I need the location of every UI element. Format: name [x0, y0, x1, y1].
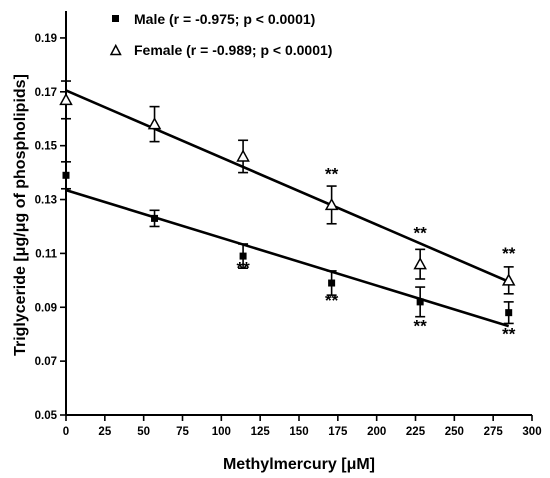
- y-axis-title: Triglyceride [μg/μg of phospholipids]: [12, 74, 29, 356]
- significance-marker: **: [325, 164, 339, 183]
- x-tick-label: 175: [328, 426, 348, 438]
- legend: Male (r = -0.975; p < 0.0001) Female (r …: [109, 11, 332, 58]
- x-tick-label: 275: [484, 426, 504, 438]
- data-point-male: [239, 252, 247, 260]
- significance-annotations: ** ** ** ** ** ** **: [236, 164, 515, 343]
- x-axis-title: Methylmercury [μM]: [223, 456, 375, 473]
- x-tick-label: 300: [522, 426, 541, 438]
- data-point-male: [62, 171, 70, 179]
- x-tick-label: 125: [251, 426, 271, 438]
- significance-marker: **: [414, 224, 428, 243]
- legend-marker-male: [112, 15, 119, 22]
- legend-item-male: Male (r = -0.975; p < 0.0001): [112, 11, 315, 27]
- y-tick-label: 0.07: [35, 356, 57, 368]
- data-point-female: [147, 117, 162, 130]
- data-point-male: [505, 309, 513, 317]
- x-tick-label: 50: [137, 426, 150, 438]
- y-tick-label: 0.13: [35, 195, 57, 207]
- x-tick-label: 250: [445, 426, 464, 438]
- x-tick-label: 150: [289, 426, 308, 438]
- x-tick-label: 200: [367, 426, 386, 438]
- data-points: [59, 80, 516, 325]
- x-tick-label: 0: [63, 426, 69, 438]
- axes: 0.05 0.07 0.09 0.11 0.13 0.15 0.17 0.19 0 25 50 75…: [35, 11, 542, 438]
- data-point-female: [59, 92, 73, 106]
- y-tick-label: 0.15: [35, 141, 58, 153]
- y-tick-label: 0.05: [35, 410, 58, 422]
- legend-marker-female: [109, 43, 122, 56]
- significance-marker: **: [502, 325, 516, 344]
- data-point-male: [328, 279, 336, 287]
- significance-marker: **: [502, 244, 516, 263]
- data-point-male: [151, 214, 159, 222]
- x-ticks: 0 25 50 75 100 125 150 175 200 225 250 275 300: [63, 415, 542, 438]
- y-tick-label: 0.09: [35, 302, 57, 314]
- regression-lines: [65, 89, 510, 328]
- data-point-male: [416, 298, 424, 306]
- x-tick-label: 100: [212, 426, 231, 438]
- data-point-female: [501, 273, 516, 286]
- y-tick-label: 0.19: [35, 33, 57, 45]
- y-ticks: 0.05 0.07 0.09 0.11 0.13 0.15 0.17 0.19: [35, 33, 66, 422]
- significance-marker: **: [414, 317, 428, 336]
- data-point-female: [413, 257, 427, 270]
- legend-label-female: Female (r = -0.989; p < 0.0001): [134, 42, 332, 58]
- data-point-female: [236, 149, 250, 162]
- legend-item-female: Female (r = -0.989; p < 0.0001): [109, 42, 332, 58]
- significance-marker: **: [325, 291, 339, 310]
- y-tick-label: 0.11: [35, 248, 57, 260]
- significance-marker: **: [236, 259, 250, 278]
- regression-line-male: [65, 188, 510, 328]
- x-tick-label: 25: [98, 426, 111, 438]
- regression-line-female: [65, 89, 510, 283]
- data-point-female: [324, 197, 339, 211]
- x-tick-label: 75: [176, 426, 189, 438]
- y-tick-label: 0.17: [35, 87, 57, 99]
- legend-label-male: Male (r = -0.975; p < 0.0001): [134, 11, 315, 27]
- x-tick-label: 225: [406, 426, 426, 438]
